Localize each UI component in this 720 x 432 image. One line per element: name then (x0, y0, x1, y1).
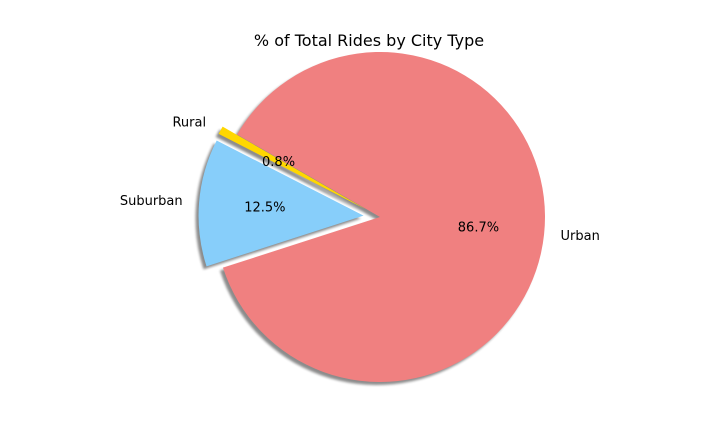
chart-title: % of Total Rides by City Type (254, 31, 484, 50)
slice-label-rural: Rural (172, 115, 206, 130)
slice-pct-rural: 0.8% (262, 155, 295, 170)
slice-pct-urban: 86.7% (458, 220, 499, 235)
slice-label-suburban: Suburban (120, 194, 183, 209)
slice-suburban (198, 140, 364, 267)
slice-urban (222, 51, 545, 382)
slice-rural (218, 126, 366, 210)
slice-label-urban: Urban (560, 229, 599, 244)
slice-pct-suburban: 12.5% (244, 201, 285, 216)
pie-slices (198, 51, 545, 382)
slice-labels: Rural 0.8% Suburban 12.5% Urban 86.7% (120, 115, 600, 244)
